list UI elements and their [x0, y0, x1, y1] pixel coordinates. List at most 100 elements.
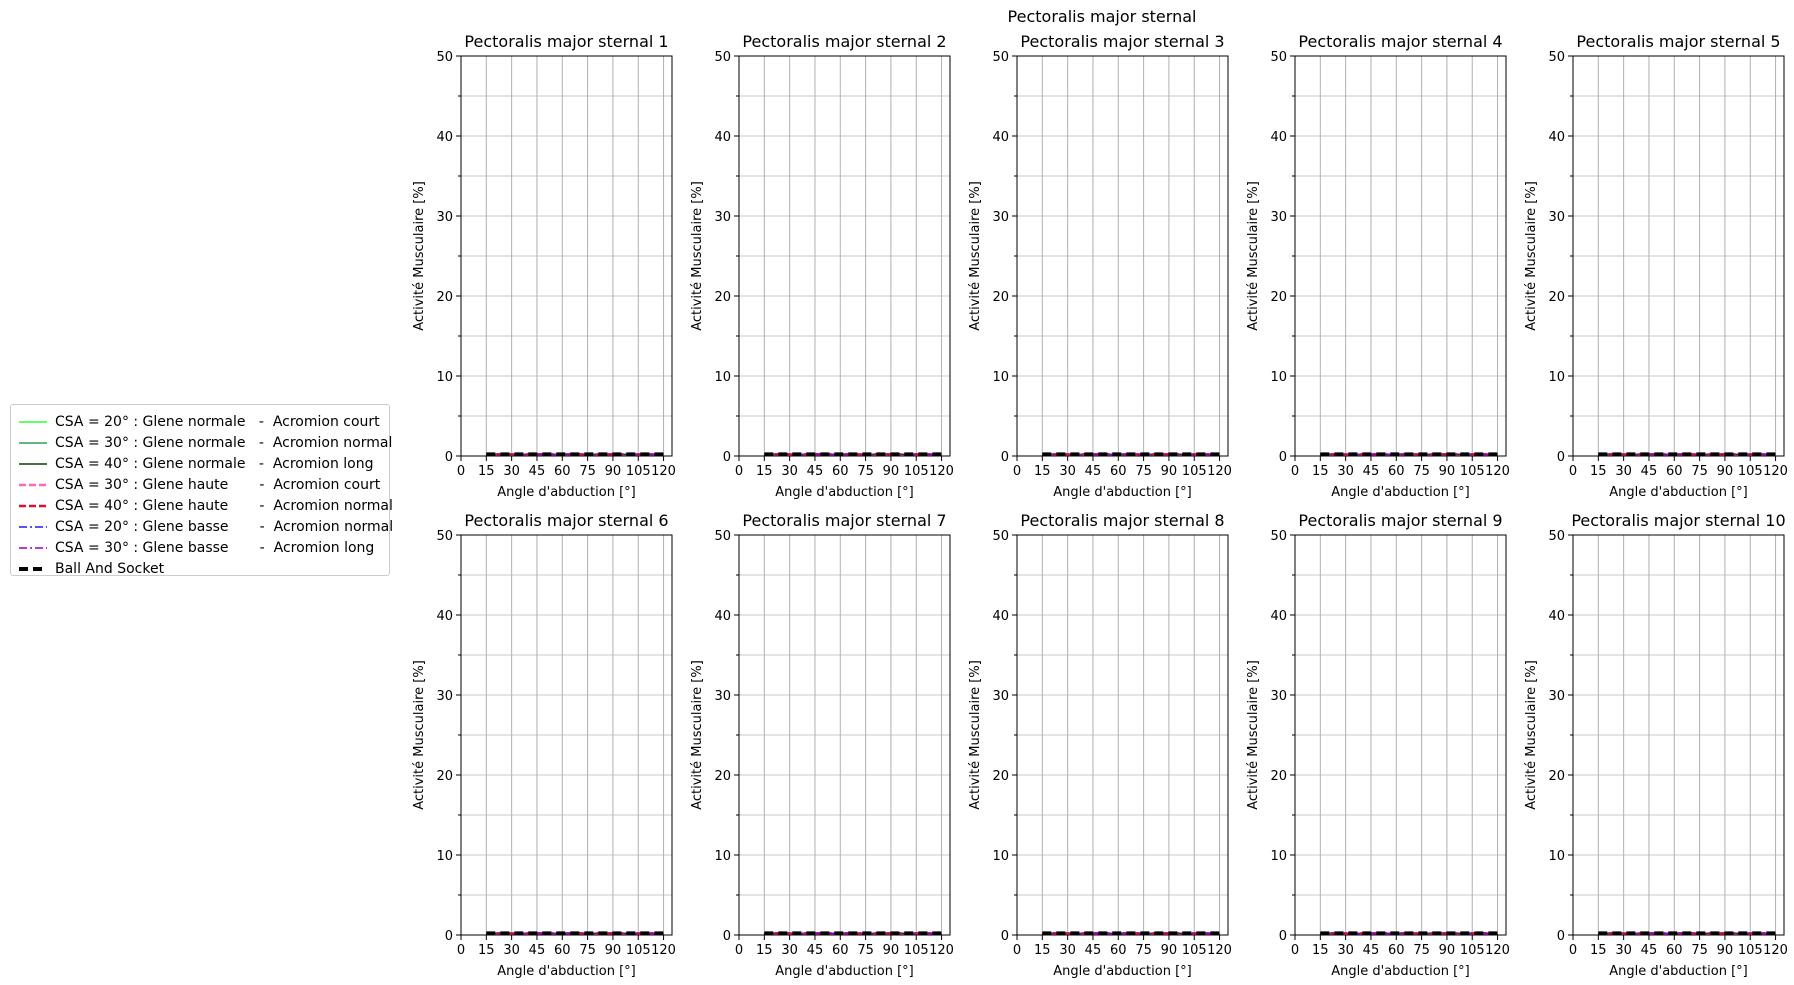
y-axis-label: Activité Musculaire [%]	[1246, 660, 1261, 810]
x-tick-label: 30	[503, 464, 520, 479]
x-tick-label: 120	[1207, 464, 1232, 479]
y-tick-label: 0	[723, 929, 731, 944]
x-tick-label: 0	[1013, 943, 1021, 958]
x-tick-label: 120	[929, 943, 954, 958]
x-tick-label: 90	[883, 464, 900, 479]
y-tick-label: 10	[714, 370, 731, 385]
y-tick-label: 50	[436, 50, 453, 65]
x-tick-label: 30	[1059, 464, 1076, 479]
x-tick-label: 90	[883, 943, 900, 958]
y-tick-label: 30	[1548, 689, 1565, 704]
legend-swatch	[19, 547, 47, 549]
x-tick-label: 105	[1182, 943, 1207, 958]
x-tick-label: 120	[1763, 464, 1788, 479]
y-tick-label: 20	[436, 290, 453, 305]
x-tick-label: 75	[1691, 464, 1708, 479]
x-tick-label: 15	[478, 464, 495, 479]
x-tick-label: 15	[1034, 464, 1051, 479]
subplot-title: Pectoralis major sternal 10	[1571, 511, 1785, 530]
legend-swatch	[19, 483, 47, 487]
y-axis-label: Activité Musculaire [%]	[412, 660, 427, 810]
y-tick-label: 50	[714, 50, 731, 65]
y-tick-label: 10	[436, 370, 453, 385]
y-tick-label: 20	[1548, 290, 1565, 305]
legend-label: CSA = 20° : Glene basse - Acromion norma…	[55, 519, 394, 535]
legend-label: CSA = 40° : Glene normale - Acromion lon…	[55, 456, 374, 472]
legend-entry: Ball And Socket	[11, 560, 389, 580]
y-tick-label: 40	[714, 130, 731, 145]
x-tick-label: 0	[1291, 943, 1299, 958]
subplot-6: 0 15 30 45 60 75 90 105 120 0 10 20 30 40 50 Pectoralis…	[412, 511, 676, 979]
legend-swatch	[19, 463, 47, 465]
y-axis-label: Activité Musculaire [%]	[1524, 181, 1539, 331]
x-tick-label: 15	[1312, 943, 1329, 958]
y-tick-label: 30	[1548, 210, 1565, 225]
x-tick-label: 45	[1641, 943, 1658, 958]
x-tick-label: 30	[1337, 464, 1354, 479]
x-tick-label: 105	[1182, 464, 1207, 479]
x-tick-label: 0	[735, 943, 743, 958]
y-tick-label: 10	[992, 849, 1009, 864]
x-tick-label: 75	[579, 464, 596, 479]
y-tick-label: 0	[445, 929, 453, 944]
y-axis-label: Activité Musculaire [%]	[690, 660, 705, 810]
x-tick-label: 30	[781, 943, 798, 958]
y-tick-label: 30	[992, 210, 1009, 225]
y-tick-label: 40	[1548, 609, 1565, 624]
x-tick-label: 45	[807, 943, 824, 958]
y-tick-label: 0	[1557, 929, 1565, 944]
legend-label: Ball And Socket	[55, 561, 165, 577]
x-tick-label: 90	[1439, 464, 1456, 479]
legend-entry: CSA = 30° : Glene haute - Acromion court	[11, 476, 389, 496]
subplot-title: Pectoralis major sternal 4	[1298, 32, 1502, 51]
x-tick-label: 75	[857, 464, 874, 479]
y-axis-label: Activité Musculaire [%]	[412, 181, 427, 331]
x-tick-label: 15	[756, 464, 773, 479]
x-tick-label: 75	[1135, 464, 1152, 479]
x-tick-label: 45	[1363, 943, 1380, 958]
x-tick-label: 0	[1569, 464, 1577, 479]
x-tick-label: 45	[529, 464, 546, 479]
x-axis-label: Angle d'abduction [°]	[1609, 964, 1748, 979]
y-tick-label: 10	[1270, 849, 1287, 864]
subplot-10: 0 15 30 45 60 75 90 105 120 0 10 20 30 40 50 Pectoralis…	[1524, 511, 1788, 979]
x-tick-label: 105	[904, 464, 929, 479]
y-tick-label: 20	[436, 769, 453, 784]
y-tick-label: 0	[445, 450, 453, 465]
x-tick-label: 15	[1590, 464, 1607, 479]
x-tick-label: 60	[554, 943, 571, 958]
x-tick-label: 90	[1717, 464, 1734, 479]
y-tick-label: 10	[714, 849, 731, 864]
x-tick-label: 45	[1085, 464, 1102, 479]
legend-label: CSA = 30° : Glene normale - Acromion nor…	[55, 435, 393, 451]
subplot-3: 0 15 30 45 60 75 90 105 120 0 10 20 30 40 50 Pectoralis…	[968, 32, 1232, 500]
x-tick-label: 60	[832, 464, 849, 479]
legend-swatch	[19, 567, 47, 571]
x-tick-label: 0	[1569, 943, 1577, 958]
x-tick-label: 105	[1738, 943, 1763, 958]
y-tick-label: 30	[436, 689, 453, 704]
x-tick-label: 90	[1439, 943, 1456, 958]
x-tick-label: 45	[1363, 464, 1380, 479]
x-tick-label: 90	[605, 464, 622, 479]
x-tick-label: 105	[626, 464, 651, 479]
subplot-grid: 0 15 30 45 60 75 90 105 12001020304050Pectoralis…	[412, 32, 1788, 979]
y-tick-label: 20	[992, 290, 1009, 305]
x-tick-label: 60	[1388, 464, 1405, 479]
x-tick-label: 45	[529, 943, 546, 958]
x-tick-label: 45	[1641, 464, 1658, 479]
x-tick-label: 60	[1110, 464, 1127, 479]
x-tick-label: 120	[1485, 464, 1510, 479]
legend-label: CSA = 30° : Glene haute - Acromion court	[55, 477, 381, 493]
subplot-1: 0 15 30 45 60 75 90 105 120 0 10 20 30 40 50 Pectoralis…	[412, 32, 676, 500]
x-axis-label: Angle d'abduction [°]	[1053, 485, 1192, 500]
subplot-8: 0 15 30 45 60 75 90 105 120 0 10 20 30 40 50 Pectoralis…	[968, 511, 1232, 979]
y-axis-label: Activité Musculaire [%]	[968, 660, 983, 810]
y-tick-label: 50	[1548, 50, 1565, 65]
x-tick-label: 0	[457, 943, 465, 958]
x-tick-label: 0	[1291, 464, 1299, 479]
subplot-title: Pectoralis major sternal 5	[1576, 32, 1780, 51]
legend: CSA = 20° : Glene normale - Acromion cou…	[10, 404, 394, 577]
y-tick-label: 40	[436, 609, 453, 624]
subplot-title: Pectoralis major sternal 6	[464, 511, 668, 530]
